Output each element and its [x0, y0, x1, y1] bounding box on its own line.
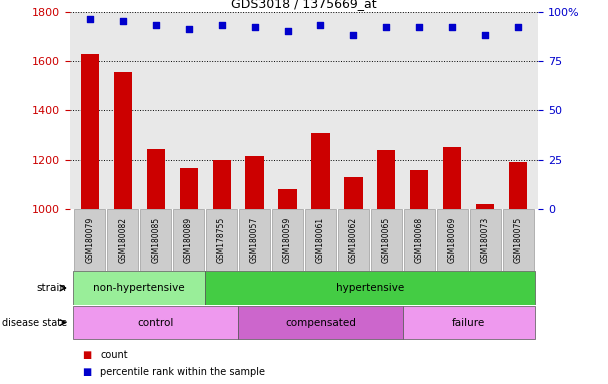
Text: GSM180062: GSM180062 [349, 217, 358, 263]
Point [85, 17, 95, 23]
Bar [378, 150, 395, 209]
Bar [205, 271, 535, 305]
Text: disease state: disease state [2, 318, 67, 328]
Bar [305, 209, 336, 271]
Point [447, 24, 457, 30]
Bar [81, 54, 98, 209]
Bar [206, 209, 237, 271]
Point [316, 22, 325, 28]
Title: GDS3018 / 1375669_at: GDS3018 / 1375669_at [231, 0, 377, 10]
Text: GSM180059: GSM180059 [283, 217, 292, 263]
Bar [74, 209, 105, 271]
Bar [404, 209, 435, 271]
Point [216, 22, 226, 28]
Point [415, 24, 424, 30]
Point [513, 24, 523, 30]
Text: GSM178755: GSM178755 [217, 217, 226, 263]
Bar [371, 209, 402, 271]
Bar [410, 170, 429, 209]
Text: percentile rank within the sample: percentile rank within the sample [100, 367, 265, 377]
Point [151, 22, 161, 28]
Bar [344, 177, 362, 209]
Point [118, 18, 128, 25]
Bar [213, 160, 230, 209]
Bar [107, 209, 139, 271]
Point [382, 24, 392, 30]
Bar [114, 72, 132, 209]
Text: GSM180065: GSM180065 [382, 217, 391, 263]
Bar [437, 209, 468, 271]
Text: failure: failure [452, 318, 485, 328]
Point [348, 32, 358, 38]
Bar [238, 306, 403, 339]
Bar [140, 209, 171, 271]
Text: GSM180079: GSM180079 [85, 217, 94, 263]
Text: GSM180061: GSM180061 [316, 217, 325, 263]
Bar [278, 189, 297, 209]
Bar [443, 147, 461, 209]
Text: GSM180057: GSM180057 [250, 217, 259, 263]
Text: count: count [100, 350, 128, 360]
Text: GSM180089: GSM180089 [184, 217, 193, 263]
Bar [311, 132, 330, 209]
Text: hypertensive: hypertensive [336, 283, 404, 293]
Bar [147, 149, 165, 209]
Text: ■: ■ [82, 350, 91, 360]
Point [283, 28, 292, 35]
Bar [469, 209, 501, 271]
Text: ■: ■ [82, 367, 91, 377]
Text: non-hypertensive: non-hypertensive [94, 283, 185, 293]
Bar [246, 156, 264, 209]
Bar [510, 162, 527, 209]
Bar [179, 168, 198, 209]
Text: GSM180068: GSM180068 [415, 217, 424, 263]
Bar [173, 209, 204, 271]
Bar [403, 306, 535, 339]
Point [250, 24, 260, 30]
Text: GSM180085: GSM180085 [151, 217, 160, 263]
Bar [476, 204, 494, 209]
Bar [272, 209, 303, 271]
Text: GSM180069: GSM180069 [448, 217, 457, 263]
Bar [338, 209, 369, 271]
Point [184, 26, 193, 32]
Text: control: control [137, 318, 174, 328]
Text: GSM180082: GSM180082 [118, 217, 127, 263]
Point [480, 32, 490, 38]
Text: GSM180073: GSM180073 [481, 217, 490, 263]
Bar [73, 306, 238, 339]
Text: GSM180075: GSM180075 [514, 217, 523, 263]
Text: compensated: compensated [285, 318, 356, 328]
Bar [503, 209, 534, 271]
Bar [73, 271, 205, 305]
Bar [239, 209, 270, 271]
Text: strain: strain [37, 283, 67, 293]
